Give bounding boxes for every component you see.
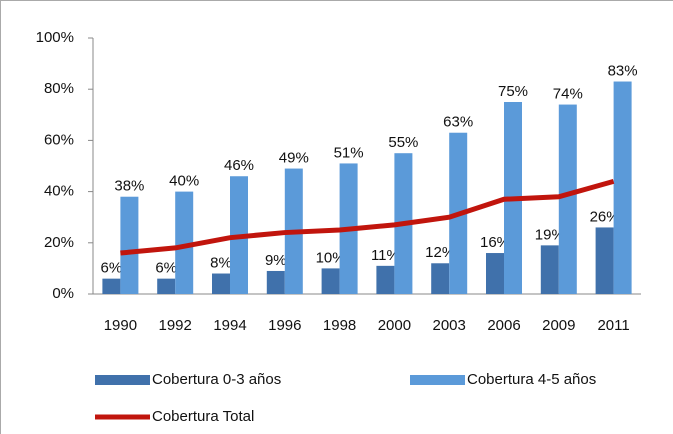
data-label: 51% xyxy=(334,144,364,161)
bar xyxy=(431,263,450,294)
y-tick-label: 80% xyxy=(44,80,74,97)
x-tick-label: 1998 xyxy=(323,317,356,334)
bar xyxy=(558,104,577,294)
data-label: 26% xyxy=(590,208,620,225)
data-label: 6% xyxy=(155,260,177,277)
bar xyxy=(486,253,504,294)
data-label: 55% xyxy=(388,134,418,151)
data-label: 75% xyxy=(498,83,528,100)
bar xyxy=(175,191,194,294)
data-label: 74% xyxy=(553,86,583,103)
x-tick-label: 2011 xyxy=(597,317,629,334)
x-tick-label: 1992 xyxy=(159,317,192,334)
x-tick-label: 2006 xyxy=(487,317,520,334)
data-label: 16% xyxy=(480,234,510,251)
x-tick-label: 2000 xyxy=(378,317,411,334)
legend-swatch xyxy=(95,375,150,385)
data-label: 11% xyxy=(371,247,400,264)
legend-label: Cobertura 4-5 años xyxy=(467,371,596,388)
legend-label: Cobertura 0-3 años xyxy=(152,371,281,388)
x-tick-label: 1994 xyxy=(213,317,246,334)
data-label: 49% xyxy=(279,150,309,167)
bar xyxy=(157,278,176,294)
data-label: 83% xyxy=(608,62,638,79)
data-label: 12% xyxy=(425,244,455,261)
y-tick-label: 20% xyxy=(44,234,74,251)
bar xyxy=(212,273,230,294)
bar xyxy=(266,270,285,294)
x-tick-label: 1990 xyxy=(104,317,137,334)
data-label: 63% xyxy=(443,114,473,131)
bar xyxy=(376,265,395,294)
legend-swatch xyxy=(410,375,465,385)
y-tick-label: 40% xyxy=(44,183,74,200)
data-label: 8% xyxy=(210,254,232,271)
x-tick-label: 2003 xyxy=(433,317,466,334)
bar xyxy=(120,196,139,294)
data-label: 38% xyxy=(114,178,144,195)
bar xyxy=(102,278,121,294)
data-label: 46% xyxy=(224,157,254,174)
bar xyxy=(321,268,340,294)
x-tick-label: 2009 xyxy=(542,317,575,334)
legend-label: Cobertura Total xyxy=(152,408,254,425)
y-tick-label: 100% xyxy=(36,29,74,46)
line xyxy=(120,178,615,256)
y-tick-label: 0% xyxy=(52,285,74,302)
bar xyxy=(540,245,559,294)
data-label: 9% xyxy=(265,252,287,269)
data-label: 6% xyxy=(101,260,123,277)
data-label: 19% xyxy=(535,226,565,243)
bar xyxy=(613,81,632,295)
data-label: 10% xyxy=(316,249,346,266)
bar xyxy=(595,227,614,294)
data-label: 40% xyxy=(169,173,199,190)
y-tick-label: 60% xyxy=(44,131,74,148)
x-tick-label: 1996 xyxy=(268,317,301,334)
